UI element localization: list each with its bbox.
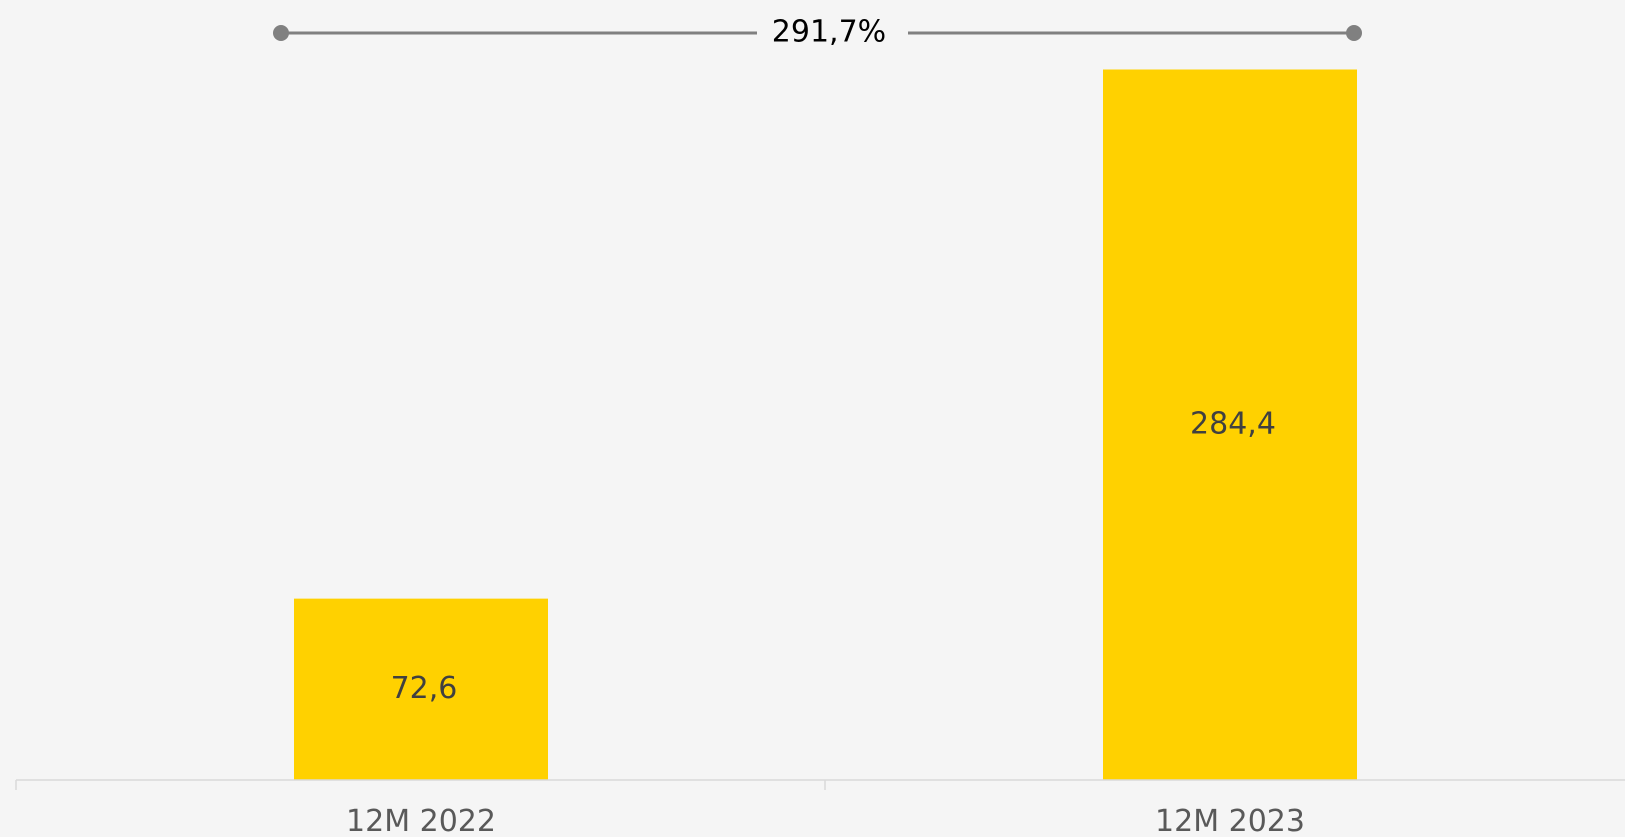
category-label-1: 12M 2022 <box>346 804 496 837</box>
growth-dot-left <box>273 25 289 41</box>
value-labels-group: 72,6 284,4 <box>391 406 1276 706</box>
bar-1 <box>294 598 548 780</box>
growth-percentage-label: 291,7% <box>772 15 886 50</box>
bars-group <box>294 69 1357 780</box>
growth-dot-right <box>1346 25 1362 41</box>
category-labels-group: 12M 2022 12M 2023 <box>346 804 1305 837</box>
bar-2 <box>1103 69 1357 780</box>
bar-value-label-2: 284,4 <box>1190 406 1276 441</box>
category-label-2: 12M 2023 <box>1155 804 1305 837</box>
growth-annotation: 291,7% <box>273 15 1362 50</box>
bar-value-label-1: 72,6 <box>391 671 458 706</box>
